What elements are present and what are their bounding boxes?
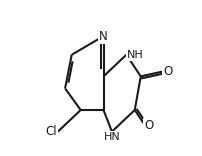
Text: Cl: Cl [46,125,57,138]
Text: N: N [99,30,108,43]
Text: O: O [163,65,172,78]
Text: HN: HN [104,132,120,142]
Text: NH: NH [127,50,144,60]
Text: O: O [145,119,154,132]
